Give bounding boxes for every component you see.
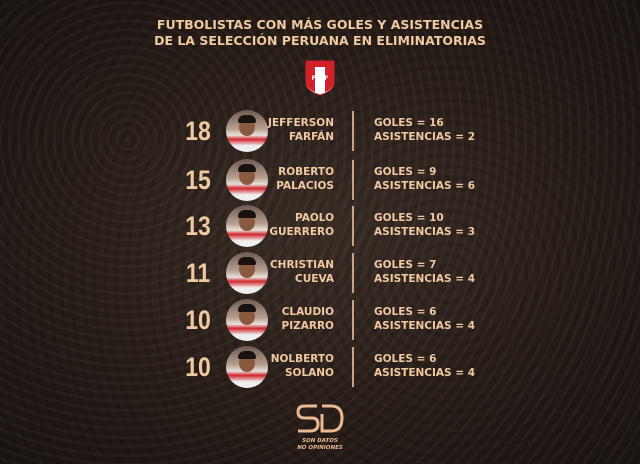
brand-line-2: NO OPINIONES [297, 445, 343, 451]
last-name: PIZARRO [281, 320, 334, 332]
player-stats: GOLES = 6 ASISTENCIAS = 4 [374, 305, 475, 333]
player-avatar [226, 159, 268, 201]
goals: GOLES = 9 [374, 166, 437, 178]
first-name: PAOLO [294, 212, 334, 224]
player-avatar [226, 346, 268, 388]
total-contributions: 10 [185, 352, 211, 382]
assists: ASISTENCIAS = 3 [374, 226, 475, 238]
player-stats: GOLES = 9 ASISTENCIAS = 6 [374, 165, 475, 193]
goals: GOLES = 6 [374, 306, 437, 318]
assists: ASISTENCIAS = 4 [374, 273, 475, 285]
total-contributions: 15 [185, 165, 211, 195]
title-line-2: DE LA SELECCIÓN PERUANA EN ELIMINATORIAS [154, 33, 486, 48]
fpf-crest-icon: F P F [305, 60, 335, 96]
divider [352, 206, 354, 246]
total-contributions: 13 [185, 211, 211, 241]
player-stats: GOLES = 6 ASISTENCIAS = 4 [374, 352, 475, 380]
player-name: ROBERTO PALACIOS [276, 165, 334, 193]
player-row: 13 PAOLO GUERRERO GOLES = 10 ASISTENCIAS =… [0, 204, 640, 248]
last-name: GUERRERO [269, 226, 334, 238]
divider [352, 300, 354, 340]
goals: GOLES = 10 [374, 212, 444, 224]
first-name: ROBERTO [278, 166, 334, 178]
player-name: JEFFERSON FARFÁN [268, 116, 334, 144]
player-stats: GOLES = 10 ASISTENCIAS = 3 [374, 211, 475, 239]
total-contributions: 11 [185, 258, 211, 288]
brand-line-1: SON DATOS [302, 438, 338, 444]
divider [352, 111, 354, 151]
last-name: SOLANO [284, 367, 334, 379]
goals: GOLES = 6 [374, 353, 437, 365]
goals: GOLES = 16 [374, 117, 444, 129]
player-avatar [226, 205, 268, 247]
player-name: NOLBERTO SOLANO [271, 352, 334, 380]
player-avatar [226, 299, 268, 341]
player-row: 15 ROBERTO PALACIOS GOLES = 9 ASISTENCIAS … [0, 158, 640, 202]
title-line-1: FUTBOLISTAS CON MÁS GOLES Y ASISTENCIAS [156, 17, 484, 32]
son-datos-logo [296, 404, 344, 433]
player-row: 10 CLAUDIO PIZARRO GOLES = 6 ASISTENCIAS =… [0, 298, 640, 342]
first-name: CHRISTIAN [269, 259, 334, 271]
player-avatar [226, 110, 268, 152]
goals: GOLES = 7 [374, 259, 437, 271]
svg-text:F P F: F P F [312, 75, 329, 82]
player-row: 10 NOLBERTO SOLANO GOLES = 6 ASISTENCIAS =… [0, 345, 640, 389]
last-name: PALACIOS [276, 180, 334, 192]
first-name: NOLBERTO [270, 353, 334, 365]
assists: ASISTENCIAS = 2 [374, 131, 475, 143]
divider [352, 253, 354, 293]
page-title: FUTBOLISTAS CON MÁS GOLES Y ASISTENCIAS … [0, 17, 640, 49]
divider [352, 160, 354, 200]
total-contributions: 18 [185, 116, 211, 146]
divider [352, 347, 354, 387]
assists: ASISTENCIAS = 4 [374, 320, 475, 332]
total-contributions: 10 [185, 305, 211, 335]
player-name: PAOLO GUERRERO [269, 211, 334, 239]
player-stats: GOLES = 16 ASISTENCIAS = 2 [374, 116, 475, 144]
player-avatar [226, 252, 268, 294]
player-row: 11 CHRISTIAN CUEVA GOLES = 7 ASISTENCIAS =… [0, 251, 640, 295]
first-name: JEFFERSON [268, 117, 334, 129]
player-name: CLAUDIO PIZARRO [282, 305, 334, 333]
assists: ASISTENCIAS = 6 [374, 180, 475, 192]
last-name: CUEVA [295, 273, 334, 285]
player-row: 18 JEFFERSON FARFÁN GOLES = 16 ASISTENCIAS… [0, 109, 640, 153]
assists: ASISTENCIAS = 4 [374, 367, 475, 379]
player-stats: GOLES = 7 ASISTENCIAS = 4 [374, 258, 475, 286]
player-name: CHRISTIAN CUEVA [270, 258, 334, 286]
first-name: CLAUDIO [281, 306, 334, 318]
last-name: FARFÁN [288, 131, 334, 143]
